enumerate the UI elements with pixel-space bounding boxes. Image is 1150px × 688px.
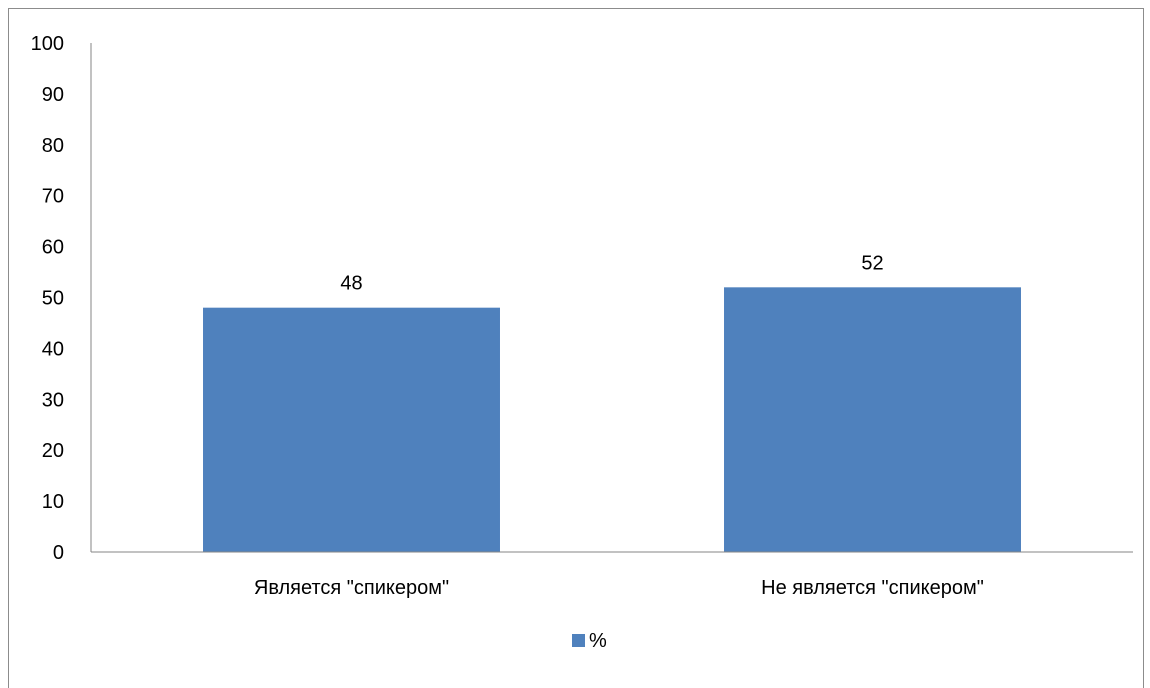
y-tick-label: 80 xyxy=(42,135,64,157)
bar xyxy=(724,287,1021,552)
x-category-label: Не является "спикером" xyxy=(761,577,984,599)
bars: 48 52 xyxy=(203,252,1021,552)
x-axis: Является "спикером" Не является "спикером… xyxy=(91,551,1133,599)
data-label: 52 xyxy=(861,252,883,274)
y-tick-label: 40 xyxy=(42,338,64,360)
y-tick-label: 90 xyxy=(42,84,64,106)
y-tick-label: 60 xyxy=(42,237,64,259)
y-tick-label: 70 xyxy=(42,186,64,208)
legend: % xyxy=(572,630,607,652)
legend-swatch xyxy=(572,634,585,647)
y-tick-label: 50 xyxy=(42,288,64,310)
bar xyxy=(203,307,500,552)
legend-label: % xyxy=(589,630,607,652)
y-axis: 0 10 20 30 40 50 60 70 80 90 100 xyxy=(31,33,92,564)
data-label: 48 xyxy=(340,273,362,295)
y-tick-label: 20 xyxy=(42,440,64,462)
y-tick-label: 30 xyxy=(42,389,64,411)
y-tick-label: 10 xyxy=(42,491,64,513)
x-category-label: Является "спикером" xyxy=(254,577,449,599)
y-tick-label: 100 xyxy=(31,33,64,55)
y-tick-label: 0 xyxy=(53,542,64,564)
